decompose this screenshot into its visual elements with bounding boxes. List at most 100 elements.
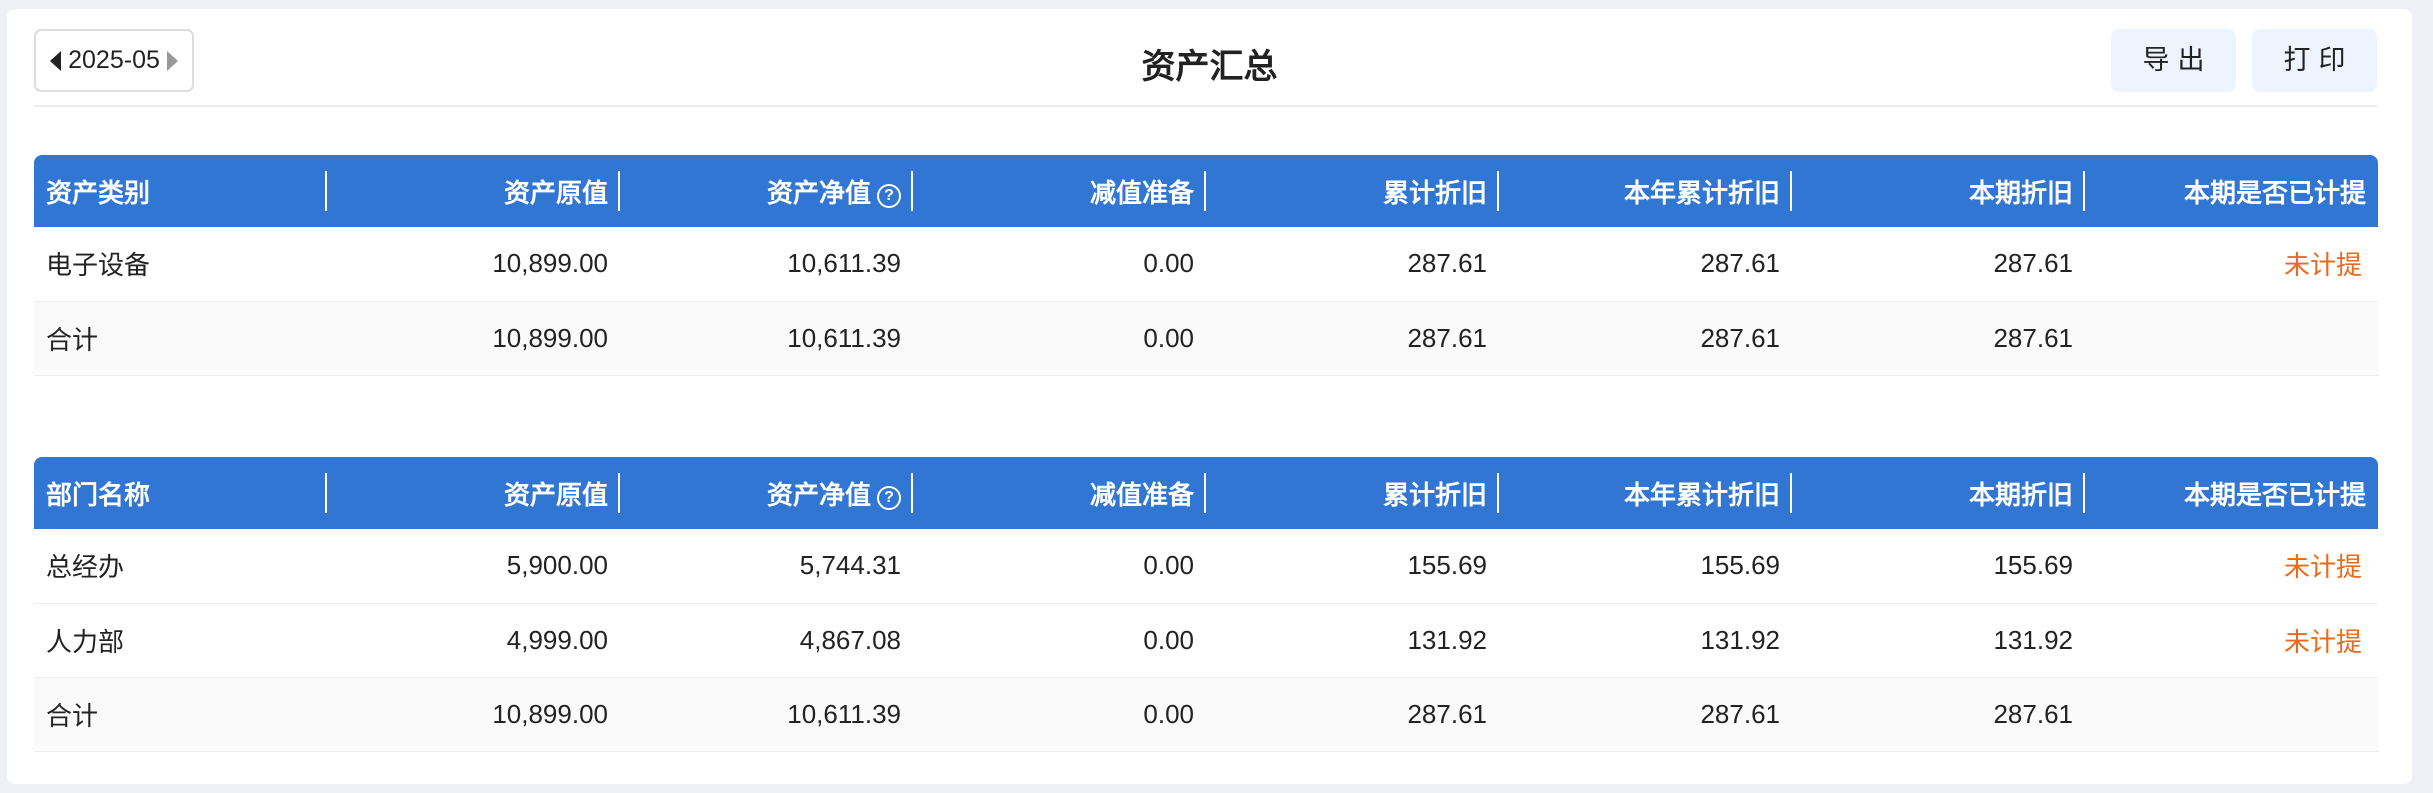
column-header: 本期折旧 [1792, 155, 2085, 227]
table-header-row: 部门名称 资产原值 资产净值? 减值准备 累计折旧 本年累计折旧 本期折旧 本期是否已计提 [34, 457, 2378, 529]
accrual-status [2085, 301, 2378, 376]
column-header-label: 累计折旧 [1382, 479, 1487, 510]
table-cell: 人力部 [34, 603, 327, 678]
column-header-label: 本年累计折旧 [1623, 177, 1780, 208]
column-resize-handle[interactable] [618, 171, 620, 211]
help-icon[interactable]: ? [877, 183, 901, 208]
next-period-icon[interactable] [167, 50, 178, 71]
column-header: 减值准备 [913, 457, 1206, 529]
table-cell: 131.92 [1499, 603, 1792, 678]
table-cell: 合计 [34, 301, 327, 376]
table-cell: 电子设备 [34, 227, 327, 302]
table-cell: 10,899.00 [327, 677, 620, 752]
period-picker[interactable]: 2025-05 [34, 29, 194, 92]
column-header-label: 资产原值 [503, 479, 608, 510]
column-resize-handle[interactable] [911, 171, 913, 211]
export-button[interactable]: 导出 [2111, 29, 2236, 92]
prev-period-icon[interactable] [50, 50, 61, 71]
column-header: 资产类别 [34, 155, 327, 227]
column-header-label: 资产净值 [766, 479, 871, 510]
column-header: 本年累计折旧 [1499, 155, 1792, 227]
column-header-label: 本期折旧 [1968, 177, 2073, 208]
table-cell: 0.00 [913, 677, 1206, 752]
column-resize-handle[interactable] [1790, 171, 1792, 211]
table-cell: 131.92 [1792, 603, 2085, 678]
column-resize-handle[interactable] [1790, 473, 1792, 513]
table-cell: 4,999.00 [327, 603, 620, 678]
asset-summary-card: 2025-05 资产汇总 导出 打印 资产类别 资产原值 资产净值? 减值准备 累计折旧… [7, 9, 2412, 784]
column-header: 资产净值? [620, 457, 913, 529]
table-cell: 155.69 [1499, 529, 1792, 604]
table-cell: 4,867.08 [620, 603, 913, 678]
table-row: 人力部 4,999.00 4,867.08 0.00 131.92 131.92 131.9… [34, 603, 2378, 678]
column-header: 减值准备 [913, 155, 1206, 227]
table-cell: 131.92 [1206, 603, 1499, 678]
table-cell: 10,899.00 [327, 227, 620, 302]
column-resize-handle[interactable] [618, 473, 620, 513]
table-cell: 287.61 [1792, 301, 2085, 376]
table-cell: 10,611.39 [620, 227, 913, 302]
table-cell: 0.00 [913, 301, 1206, 376]
column-header-label: 资产原值 [503, 177, 608, 208]
accrual-status [2085, 677, 2378, 752]
total-row: 合计 10,899.00 10,611.39 0.00 287.61 287.61 287.… [34, 677, 2378, 752]
table-cell: 287.61 [1792, 227, 2085, 302]
column-resize-handle[interactable] [325, 171, 327, 211]
table-cell: 5,744.31 [620, 529, 913, 604]
period-value: 2025-05 [68, 46, 160, 74]
table-cell: 287.61 [1792, 677, 2085, 752]
column-header-label: 部门名称 [46, 479, 151, 510]
column-header: 本期是否已计提 [2085, 457, 2378, 529]
column-header: 部门名称 [34, 457, 327, 529]
column-header: 累计折旧 [1206, 457, 1499, 529]
column-resize-handle[interactable] [1204, 473, 1206, 513]
column-resize-handle[interactable] [1497, 171, 1499, 211]
help-icon[interactable]: ? [877, 485, 901, 510]
department-summary-table: 部门名称 资产原值 资产净值? 减值准备 累计折旧 本年累计折旧 本期折旧 本期是否已计提 总经… [34, 457, 2378, 752]
column-header: 资产原值 [327, 457, 620, 529]
column-resize-handle[interactable] [1497, 473, 1499, 513]
column-header-label: 本期折旧 [1968, 479, 2073, 510]
column-header: 本期是否已计提 [2085, 155, 2378, 227]
accrual-status: 未计提 [2085, 603, 2378, 678]
table-cell: 287.61 [1499, 301, 1792, 376]
column-resize-handle[interactable] [911, 473, 913, 513]
column-resize-handle[interactable] [2083, 473, 2085, 513]
column-header-label: 资产净值 [766, 177, 871, 208]
accrual-status: 未计提 [2085, 529, 2378, 604]
table-cell: 10,611.39 [620, 677, 913, 752]
table-cell: 10,611.39 [620, 301, 913, 376]
page-title: 资产汇总 [1141, 48, 1278, 86]
column-header-label: 资产类别 [46, 177, 151, 208]
column-resize-handle[interactable] [1204, 171, 1206, 211]
table-cell: 287.61 [1499, 677, 1792, 752]
table-cell: 10,899.00 [327, 301, 620, 376]
table-cell: 0.00 [913, 227, 1206, 302]
table-cell: 合计 [34, 677, 327, 752]
table-cell: 0.00 [913, 529, 1206, 604]
accrual-status: 未计提 [2085, 227, 2378, 302]
column-header: 资产原值 [327, 155, 620, 227]
category-summary-table: 资产类别 资产原值 资产净值? 减值准备 累计折旧 本年累计折旧 本期折旧 本期是否已计提 电子… [34, 155, 2378, 376]
table-cell: 287.61 [1206, 227, 1499, 302]
column-header-label: 累计折旧 [1382, 177, 1487, 208]
table-cell: 287.61 [1499, 227, 1792, 302]
column-resize-handle[interactable] [325, 473, 327, 513]
table-cell: 287.61 [1206, 301, 1499, 376]
table-cell: 0.00 [913, 603, 1206, 678]
column-header-label: 本期是否已计提 [2183, 177, 2366, 208]
table-cell: 总经办 [34, 529, 327, 604]
header-divider [34, 105, 2378, 107]
column-header: 资产净值? [620, 155, 913, 227]
column-header: 本年累计折旧 [1499, 457, 1792, 529]
column-header-label: 减值准备 [1089, 479, 1194, 510]
column-resize-handle[interactable] [2083, 171, 2085, 211]
total-row: 合计 10,899.00 10,611.39 0.00 287.61 287.61 287.… [34, 301, 2378, 376]
table-cell: 5,900.00 [327, 529, 620, 604]
column-header-label: 减值准备 [1089, 177, 1194, 208]
column-header-label: 本期是否已计提 [2183, 479, 2366, 510]
column-header: 本期折旧 [1792, 457, 2085, 529]
table-row: 电子设备 10,899.00 10,611.39 0.00 287.61 287.61 28… [34, 227, 2378, 302]
print-button[interactable]: 打印 [2252, 29, 2377, 92]
table-header-row: 资产类别 资产原值 资产净值? 减值准备 累计折旧 本年累计折旧 本期折旧 本期是否已计提 [34, 155, 2378, 227]
